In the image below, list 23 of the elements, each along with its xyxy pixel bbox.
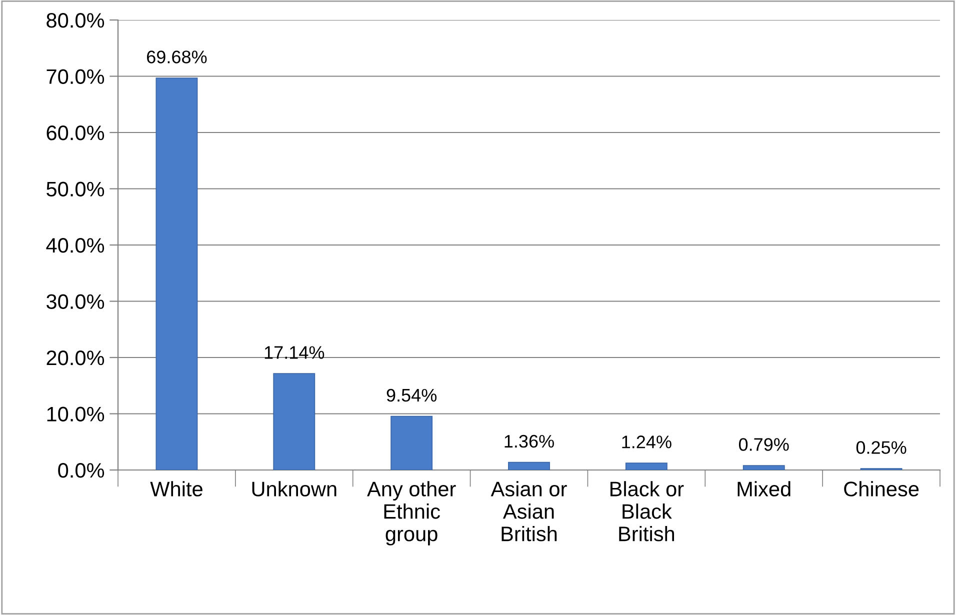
data-label: 17.14% [264,346,324,359]
x-tick-label: Mixed [738,481,790,496]
x-tick-label: Any other Ethnic group [367,481,456,546]
x-tick-label: White [150,481,202,496]
x-tick-label: Black or Black British [610,481,684,542]
y-tick-label: 20.0% [46,350,104,366]
data-label: 0.79% [738,438,789,451]
x-tick-label: Chinese [844,481,919,496]
x-tick-label: Unknown [252,481,336,496]
y-tick-label: 40.0% [46,238,104,253]
data-label: 0.25% [856,441,906,454]
y-tick-label: 80.0% [46,13,104,28]
y-tick-label: 10.0% [47,406,104,422]
data-label: 1.24% [622,436,672,448]
y-tick-label: 50.0% [46,182,104,197]
data-label: 9.54% [386,388,437,402]
data-label: 1.36% [504,434,554,448]
data-label: 69.68% [147,50,207,64]
y-tick-label: 70.0% [46,69,104,84]
y-tick-label: 0.0% [58,463,104,478]
x-tick-label: Asian or Asian British [490,481,567,542]
y-tick-label: 60.0% [46,126,104,140]
y-tick-label: 30.0% [46,294,104,310]
